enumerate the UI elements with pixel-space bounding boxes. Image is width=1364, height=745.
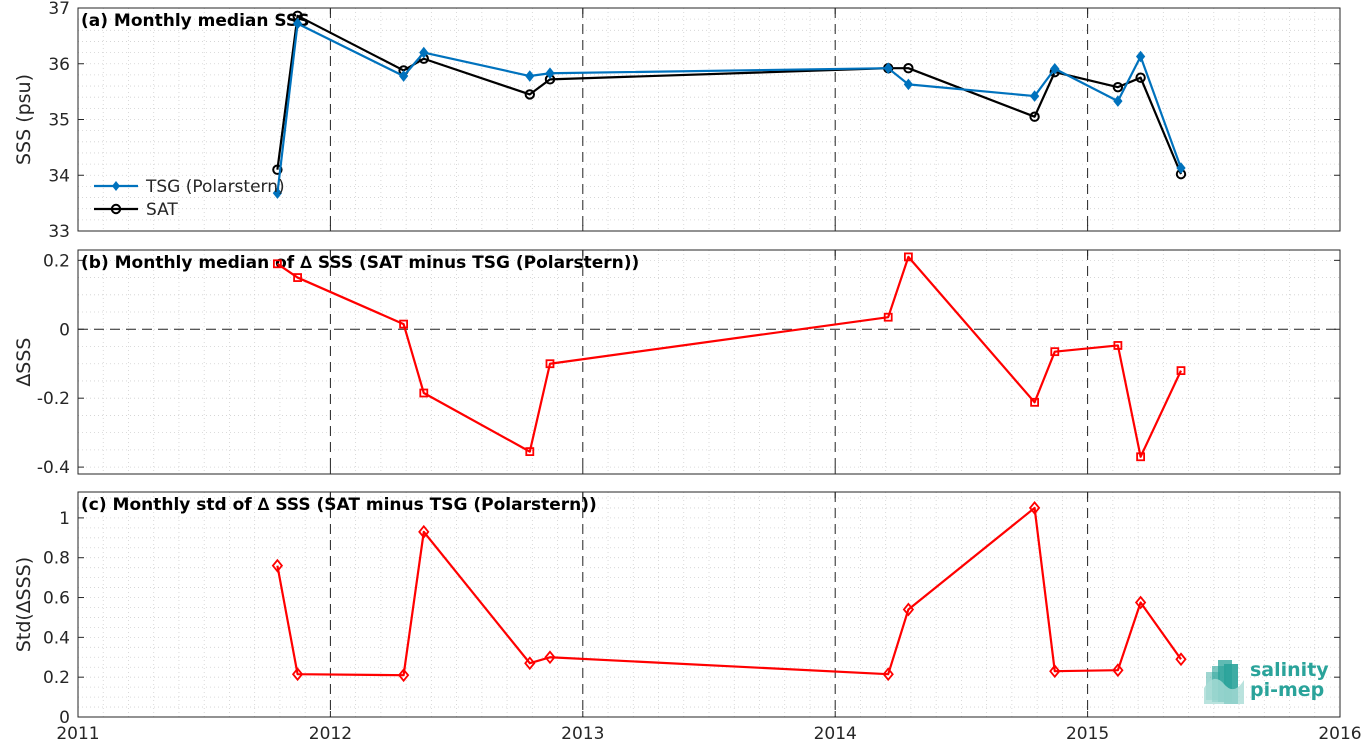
y-tick-label: 34 <box>48 166 70 186</box>
data-point <box>1135 72 1146 83</box>
y-axis-label: SSS (psu) <box>13 74 35 165</box>
y-tick-label: 0.2 <box>43 668 70 688</box>
data-point <box>1176 162 1186 174</box>
legend-label: TSG (Polarstern) <box>145 177 285 197</box>
series-line <box>276 255 1182 458</box>
data-point <box>1112 81 1124 93</box>
y-tick-label: 1 <box>59 509 70 529</box>
data-point <box>1029 111 1040 122</box>
data-point <box>1112 663 1124 678</box>
y-tick-label: 0.2 <box>43 251 70 271</box>
panel-title: (a) Monthly median SSS <box>81 11 310 31</box>
x-tick-label: 2013 <box>561 724 604 744</box>
data-point <box>903 252 913 262</box>
axes-box <box>77 249 1341 475</box>
data-point <box>1136 452 1146 462</box>
data-point <box>1049 664 1061 679</box>
data-point <box>1050 347 1060 357</box>
data-point <box>1050 62 1060 75</box>
panel-sss: 33 34 35 36 37 SSS (psu) (a) Monthly median SS… <box>13 0 1341 242</box>
data-point <box>1028 501 1041 515</box>
y-tick-label: 37 <box>48 0 70 19</box>
data-point <box>1029 90 1040 102</box>
y-tick-label: 0.8 <box>43 549 70 569</box>
logo-text-pi-mep: pi-mep <box>1250 679 1325 701</box>
data-point <box>272 259 282 269</box>
data-point <box>1113 95 1123 107</box>
x-tick-label: 2012 <box>309 724 352 744</box>
data-point <box>544 650 556 665</box>
data-point <box>272 164 283 175</box>
x-tick-label: 2016 <box>1318 724 1361 744</box>
data-point <box>903 63 914 74</box>
y-tick-label: 36 <box>48 55 70 75</box>
y-tick-label: 35 <box>48 111 70 131</box>
data-point <box>1134 595 1147 610</box>
legend-marker <box>112 181 120 191</box>
plot-area <box>78 8 1340 231</box>
data-point <box>418 524 430 539</box>
y-axis-label: Std(∆SSS) <box>13 557 35 652</box>
data-point <box>291 667 304 682</box>
legend-label: SAT <box>146 200 178 220</box>
logo-wave <box>1204 678 1244 704</box>
data-point <box>903 78 914 91</box>
data-point <box>419 46 429 59</box>
data-point <box>419 388 429 398</box>
data-point <box>292 17 303 30</box>
y-tick-label: 0.6 <box>43 589 70 609</box>
data-point <box>1176 366 1186 376</box>
minor-grid <box>78 250 1340 474</box>
series-line <box>276 506 1182 677</box>
data-point <box>272 187 283 199</box>
pi-mep-logo-mark <box>1204 660 1244 704</box>
y-tick-label: -0.2 <box>37 389 70 409</box>
data-point <box>398 70 409 82</box>
data-point <box>399 319 408 329</box>
y-axis-label: ∆SSS <box>13 338 35 388</box>
data-point <box>883 312 893 322</box>
data-point <box>1175 652 1187 667</box>
data-point <box>1030 397 1039 407</box>
x-tick-label: 2011 <box>56 724 99 744</box>
data-point <box>882 667 894 682</box>
legend-marker <box>110 203 122 215</box>
y-tick-label: 0 <box>59 708 70 728</box>
y-tick-label: -0.4 <box>37 458 70 478</box>
data-point <box>902 602 915 617</box>
data-point <box>293 273 302 282</box>
data-point <box>525 447 535 457</box>
y-tick-label: 33 <box>48 222 70 242</box>
x-tick-label: 2014 <box>814 724 857 744</box>
x-tick-label: 2015 <box>1066 724 1109 744</box>
data-point <box>883 62 893 75</box>
data-point <box>524 656 536 671</box>
panel-title: (b) Monthly median of ∆ SSS (SAT minus T… <box>81 253 639 273</box>
y-tick-label: 0 <box>59 320 70 340</box>
panel-delta-sss: -0.4 -0.2 0 0.2 ∆SSS (b) Monthly median of ∆ … <box>13 249 1341 478</box>
axes-box <box>77 491 1341 718</box>
logo-text-salinity: salinity <box>1250 659 1329 681</box>
panel-title: (c) Monthly std of ∆ SSS (SAT minus TSG … <box>81 495 597 515</box>
data-point <box>525 70 535 82</box>
data-point <box>524 89 535 100</box>
data-point <box>271 558 284 573</box>
data-point <box>1113 341 1123 350</box>
data-point <box>545 67 555 80</box>
y-tick-label: 0.4 <box>43 628 70 648</box>
data-point <box>545 359 555 369</box>
data-point <box>1135 50 1146 63</box>
data-point <box>397 668 410 683</box>
panel-std-delta-sss: 0 0.2 0.4 0.6 0.8 1 2011 2012 2013 2014 2015 2016 St… <box>13 491 1362 744</box>
